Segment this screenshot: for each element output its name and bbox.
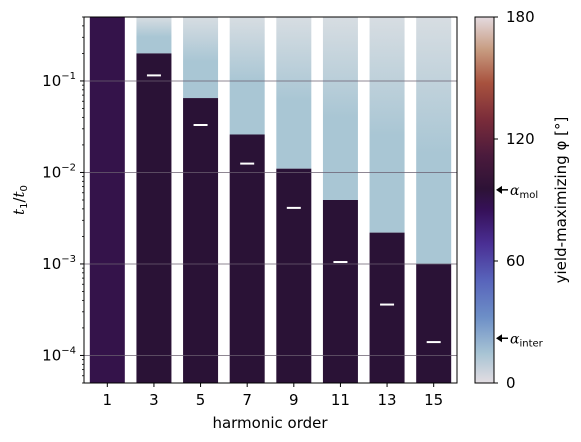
column-upper-11 [322,17,358,200]
y-axis: 10−1 10−2 10−3 10−4 [42,16,84,384]
markers [146,74,441,344]
colorbar: 0 60 120 180 αmol αinter yield-maximizing φ … [474,8,570,392]
y-tick-label: 10−3 [42,254,76,273]
y-label-t1: t [10,208,28,215]
x-axis: 1 3 5 7 9 11 13 15 [103,383,443,409]
x-tick-label-7: 7 [242,391,252,409]
x-axis-label: harmonic order [212,414,328,432]
x-tick-label-3: 3 [149,391,159,409]
column-lower-11 [322,200,358,383]
column-lower-7 [229,134,265,383]
colorbar-ticks: 0 60 120 180 [494,8,535,392]
y-label-sub0: 0 [19,185,30,191]
x-tick-label-9: 9 [289,391,299,409]
y-label-t0: t [10,190,28,197]
annotation-arrow-head [496,185,502,194]
colorbar-tick-label: 180 [506,8,535,26]
column-lower-5 [183,98,219,383]
colorbar-tick-label: 120 [506,130,535,148]
y-label-sub1: 1 [19,203,30,209]
plot-area [83,16,458,384]
column-cell-1 [89,17,125,383]
column-upper-13 [369,17,405,233]
x-tick-label-13: 13 [378,391,397,409]
x-tick-label-11: 11 [331,391,350,409]
colorbar-gradient [474,16,495,384]
colorbar-label: yield-maximizing φ [°] [552,117,570,284]
colorbar-tick-label: 60 [506,252,525,270]
column-upper-9 [276,17,312,169]
column-lower-13 [369,232,405,383]
x-tick-label-1: 1 [103,391,113,409]
annotation-arrow-head [496,334,502,343]
y-axis-label: t1/t0 [10,185,30,215]
gridlines [84,80,457,356]
svg-text:t1/t0: t1/t0 [10,185,30,215]
column-lower-15 [416,263,452,383]
column-lower-9 [276,168,312,383]
column-upper-5 [183,17,219,99]
column-lower-3 [136,53,172,384]
annotation-label-inter: αinter [510,331,544,349]
y-tick-label: 10−2 [42,162,76,181]
y-tick-label: 10−1 [42,71,76,90]
colorbar-tick-label: 0 [506,374,516,392]
column-upper-7 [229,17,265,135]
column-upper-15 [416,17,452,264]
column-upper-3 [136,17,172,54]
y-tick-label: 10−4 [42,345,76,364]
colorbar-annotations: αmol αinter [496,183,544,349]
x-tick-label-15: 15 [424,391,443,409]
heatmap-columns [89,17,452,384]
annotation-label-mol: αmol [510,183,538,201]
x-tick-label-5: 5 [196,391,206,409]
y-label-slash: / [10,197,28,203]
